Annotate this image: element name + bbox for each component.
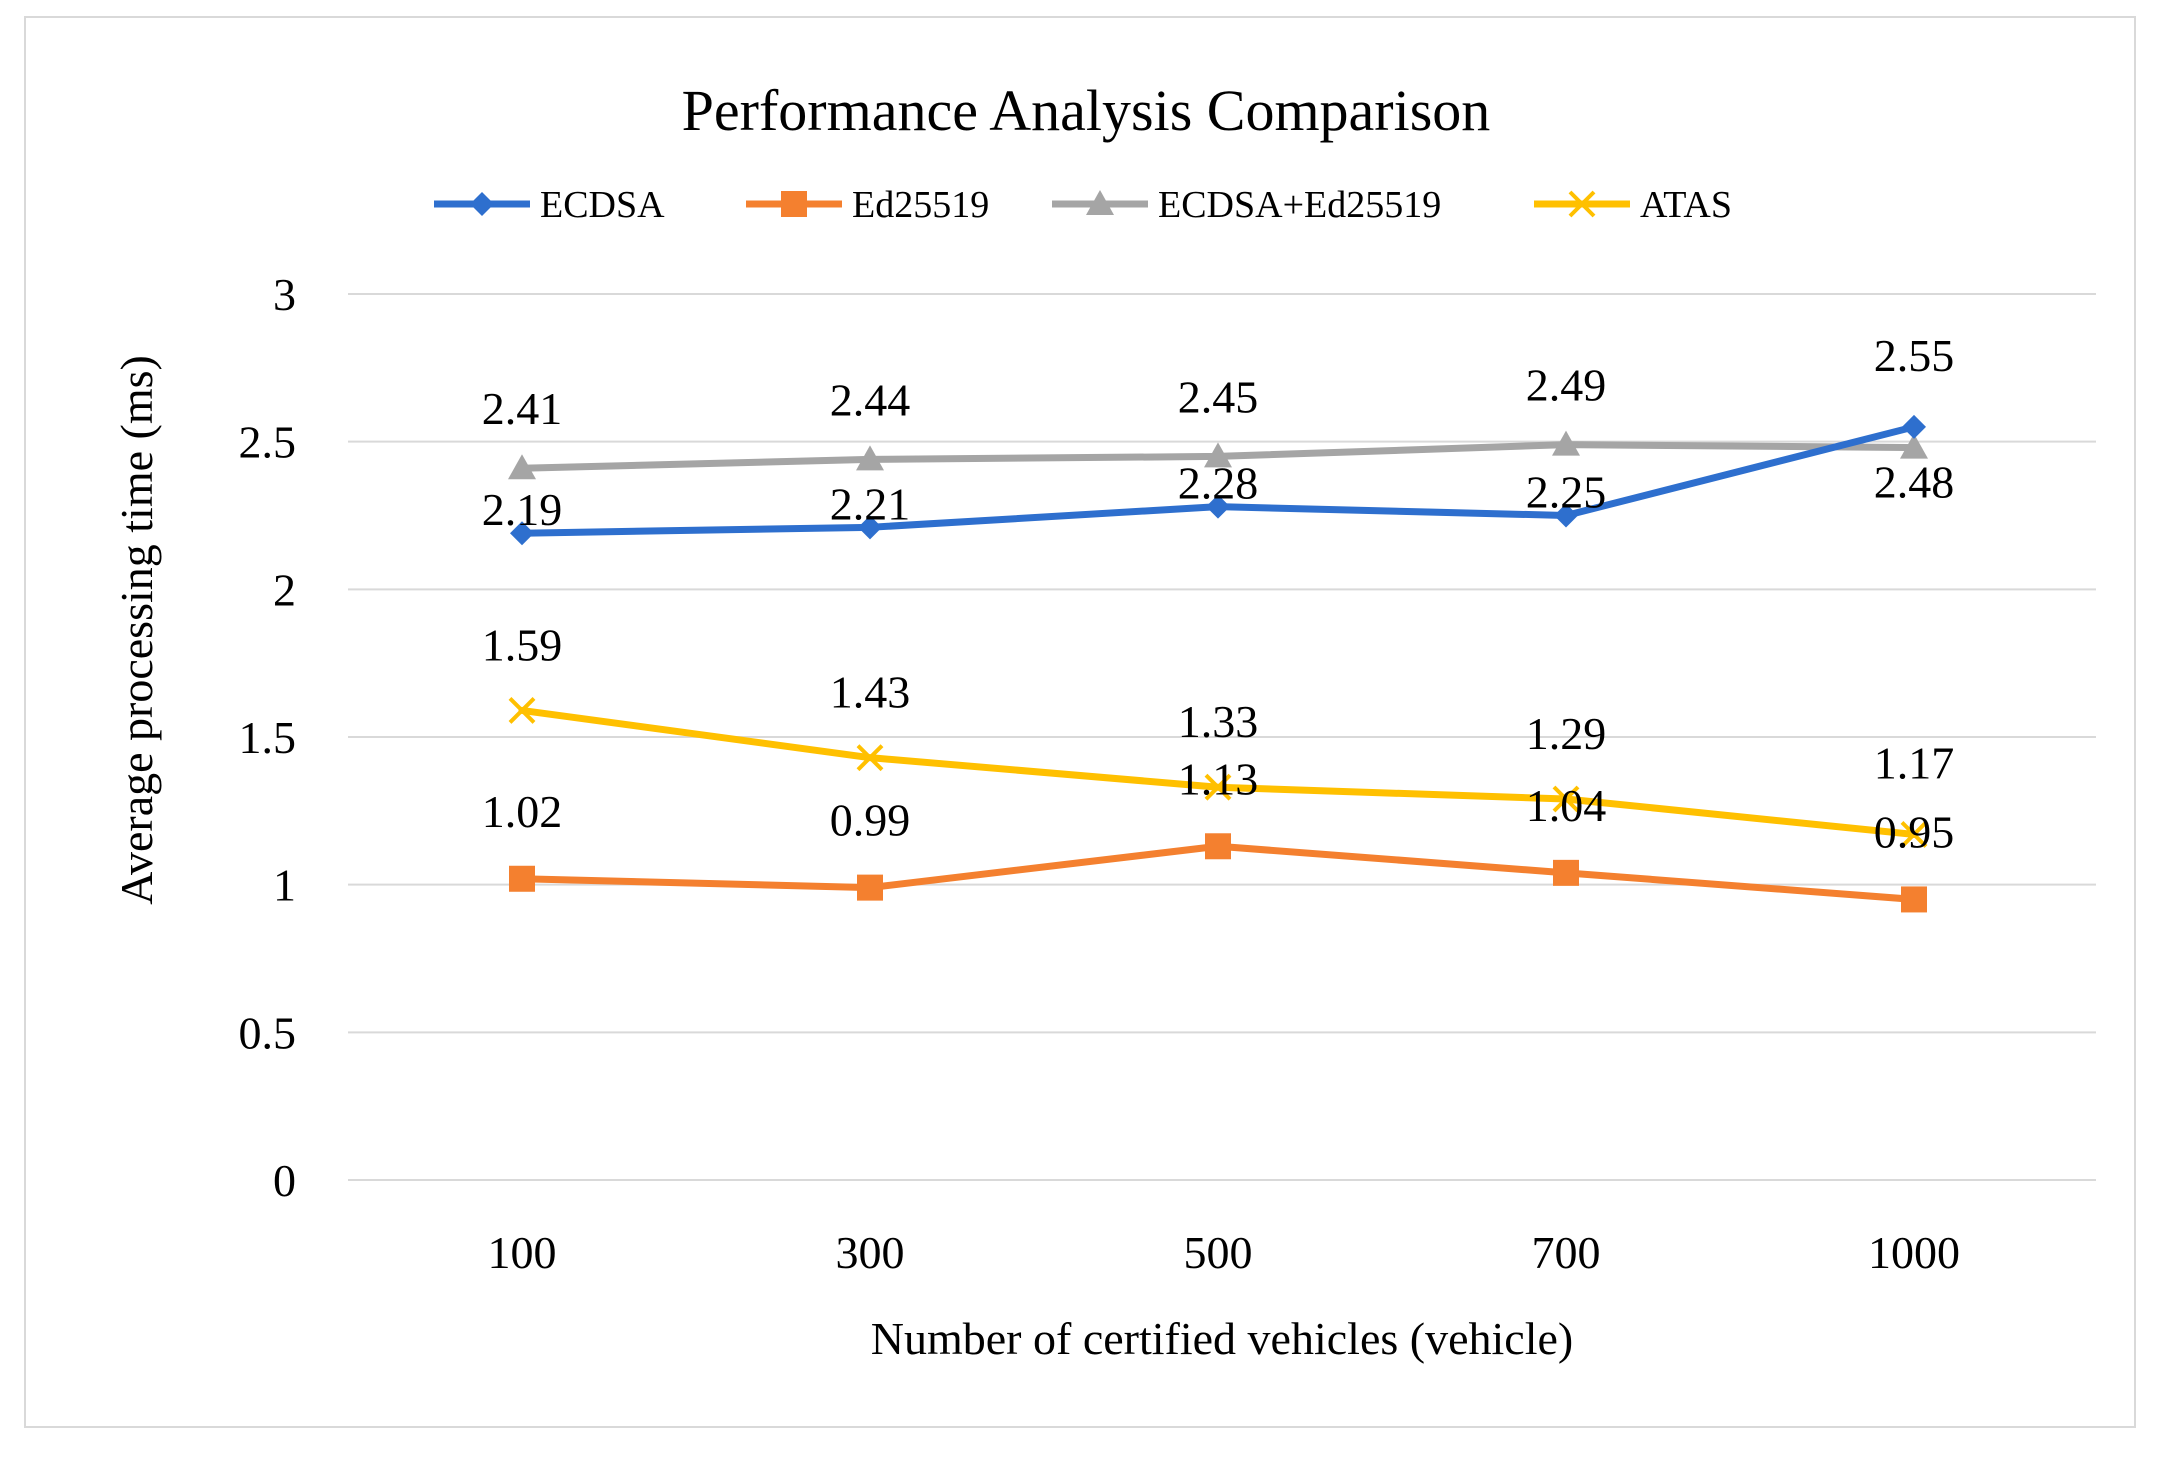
y-tick-label: 1	[273, 860, 296, 911]
data-label-ecdsa-ed25519: 2.45	[1178, 371, 1259, 422]
data-label-ecdsa: 2.25	[1526, 467, 1607, 518]
data-point-ecdsa	[858, 515, 882, 540]
legend-label-ed25519: Ed25519	[852, 184, 989, 226]
series-ed25519	[509, 833, 1927, 913]
y-tick-label: 3	[273, 269, 296, 320]
data-label-ed25519: 0.99	[830, 795, 911, 846]
data-point-ecdsa	[1902, 414, 1926, 439]
y-axis-ticks: 0 0.5 1 1.5 2 2.5 3	[239, 269, 297, 1206]
y-tick-label: 0	[273, 1155, 296, 1206]
x-tick-label: 500	[1184, 1227, 1253, 1278]
y-tick-label: 0.5	[239, 1007, 297, 1058]
y-tick-label: 2	[273, 564, 296, 615]
data-point-ecdsa	[1206, 494, 1230, 519]
series-atas	[508, 697, 1928, 848]
legend: ECDSA Ed25519 ECDSA+Ed25519 ATAS	[434, 184, 1732, 226]
series-ecdsa-ed25519	[508, 430, 1928, 480]
data-point-ed25519	[1901, 886, 1927, 913]
legend-label-atas: ATAS	[1640, 184, 1732, 226]
x-axis-ticks: 100 300 500 700 1000	[488, 1227, 1961, 1278]
data-point-atas	[1900, 821, 1928, 848]
data-label-ed25519: 1.02	[482, 786, 563, 837]
data-point-ed25519	[1553, 859, 1579, 886]
x-tick-label: 300	[836, 1227, 905, 1278]
chart-frame: Performance Analysis Comparison ECDSA Ed2…	[24, 16, 2136, 1428]
data-label-ecdsa: 2.28	[1178, 458, 1259, 509]
data-label-ecdsa-ed25519: 2.44	[830, 374, 911, 425]
legend-item-ecdsa-ed25519: ECDSA+Ed25519	[1052, 184, 1441, 226]
series-ecdsa	[510, 414, 1926, 546]
data-point-ed25519	[1205, 833, 1231, 860]
line-chart: Performance Analysis Comparison ECDSA Ed2…	[111, 78, 2096, 1364]
data-label-ecdsa-ed25519: 2.49	[1526, 360, 1607, 411]
data-label-ecdsa-ed25519: 2.48	[1874, 457, 1955, 508]
x-tick-label: 700	[1532, 1227, 1601, 1278]
x-axis-title: Number of certified vehicles (vehicle)	[871, 1313, 1573, 1364]
data-point-atas	[1204, 773, 1232, 801]
chart-title: Performance Analysis Comparison	[682, 78, 1491, 143]
data-point-atas	[856, 744, 884, 772]
data-label-ecdsa-ed25519: 2.41	[482, 383, 563, 434]
data-point-atas	[508, 697, 536, 724]
series-group	[508, 414, 1928, 913]
legend-marker-ecdsa	[470, 192, 494, 216]
gridlines	[348, 293, 2096, 1181]
y-tick-label: 1.5	[239, 712, 297, 763]
data-label-ed25519: 1.04	[1526, 780, 1607, 831]
data-point-atas	[1552, 785, 1580, 813]
y-tick-label: 2.5	[239, 417, 297, 468]
data-label-atas: 1.59	[482, 619, 563, 670]
data-label-ecdsa: 2.55	[1874, 330, 1955, 381]
data-label-atas: 1.43	[830, 667, 911, 718]
data-label-atas: 1.33	[1178, 696, 1259, 747]
data-point-ed25519	[857, 874, 883, 901]
data-labels-group: 2.19 2.21 2.28 2.25 2.55 1.02 0.99 1.13 1.04 0.95…	[482, 330, 1955, 858]
x-tick-label: 1000	[1868, 1227, 1960, 1278]
data-point-ecdsa-ed25519	[1552, 430, 1580, 456]
legend-marker-ecdsa-ed25519	[1086, 190, 1114, 215]
data-point-ecdsa-ed25519	[1204, 442, 1232, 468]
data-point-ecdsa	[1554, 503, 1578, 528]
y-axis-title: Average processing time (ms)	[111, 355, 162, 905]
legend-item-ecdsa: ECDSA	[434, 184, 665, 226]
legend-marker-ed25519	[781, 191, 807, 217]
legend-marker-atas	[1568, 190, 1596, 218]
data-point-ecdsa-ed25519	[856, 445, 884, 471]
data-point-ecdsa	[510, 521, 534, 546]
data-point-ecdsa-ed25519	[508, 454, 536, 480]
data-label-ed25519: 0.95	[1874, 806, 1955, 857]
data-label-ed25519: 1.13	[1178, 753, 1259, 804]
data-point-ecdsa-ed25519	[1900, 433, 1928, 459]
legend-item-ed25519: Ed25519	[746, 184, 989, 226]
data-label-atas: 1.17	[1874, 737, 1955, 788]
legend-label-ecdsa-ed25519: ECDSA+Ed25519	[1158, 184, 1441, 226]
data-label-ecdsa: 2.21	[830, 478, 911, 529]
data-point-ed25519	[509, 865, 535, 892]
data-label-atas: 1.29	[1526, 708, 1607, 759]
legend-label-ecdsa: ECDSA	[540, 184, 665, 226]
data-label-ecdsa: 2.19	[482, 484, 563, 535]
x-tick-label: 100	[488, 1227, 557, 1278]
legend-item-atas: ATAS	[1534, 184, 1732, 226]
